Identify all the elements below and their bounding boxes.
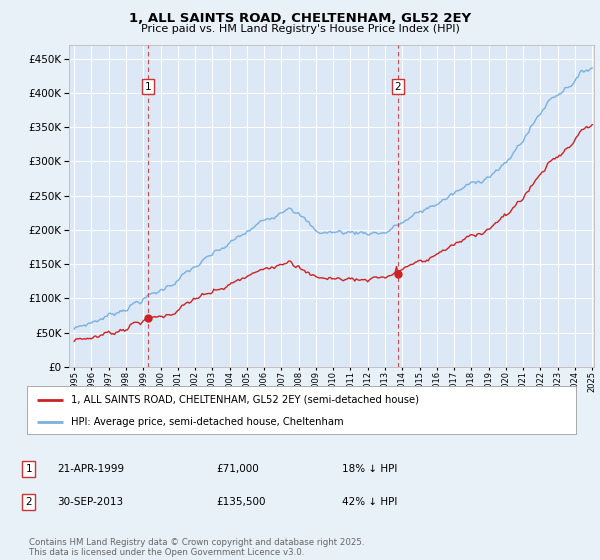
Text: 30-SEP-2013: 30-SEP-2013 — [57, 497, 123, 507]
Text: 2: 2 — [25, 497, 32, 507]
Text: 2: 2 — [395, 82, 401, 92]
Text: 18% ↓ HPI: 18% ↓ HPI — [342, 464, 397, 474]
Text: 1: 1 — [25, 464, 32, 474]
Text: £71,000: £71,000 — [216, 464, 259, 474]
Text: HPI: Average price, semi-detached house, Cheltenham: HPI: Average price, semi-detached house,… — [71, 417, 344, 427]
Text: 1: 1 — [145, 82, 152, 92]
Text: £135,500: £135,500 — [216, 497, 265, 507]
Text: 21-APR-1999: 21-APR-1999 — [57, 464, 124, 474]
Text: Price paid vs. HM Land Registry's House Price Index (HPI): Price paid vs. HM Land Registry's House … — [140, 24, 460, 34]
Text: 1, ALL SAINTS ROAD, CHELTENHAM, GL52 2EY (semi-detached house): 1, ALL SAINTS ROAD, CHELTENHAM, GL52 2EY… — [71, 395, 419, 405]
Text: 1, ALL SAINTS ROAD, CHELTENHAM, GL52 2EY: 1, ALL SAINTS ROAD, CHELTENHAM, GL52 2EY — [129, 12, 471, 25]
Text: 42% ↓ HPI: 42% ↓ HPI — [342, 497, 397, 507]
Text: Contains HM Land Registry data © Crown copyright and database right 2025.
This d: Contains HM Land Registry data © Crown c… — [29, 538, 364, 557]
